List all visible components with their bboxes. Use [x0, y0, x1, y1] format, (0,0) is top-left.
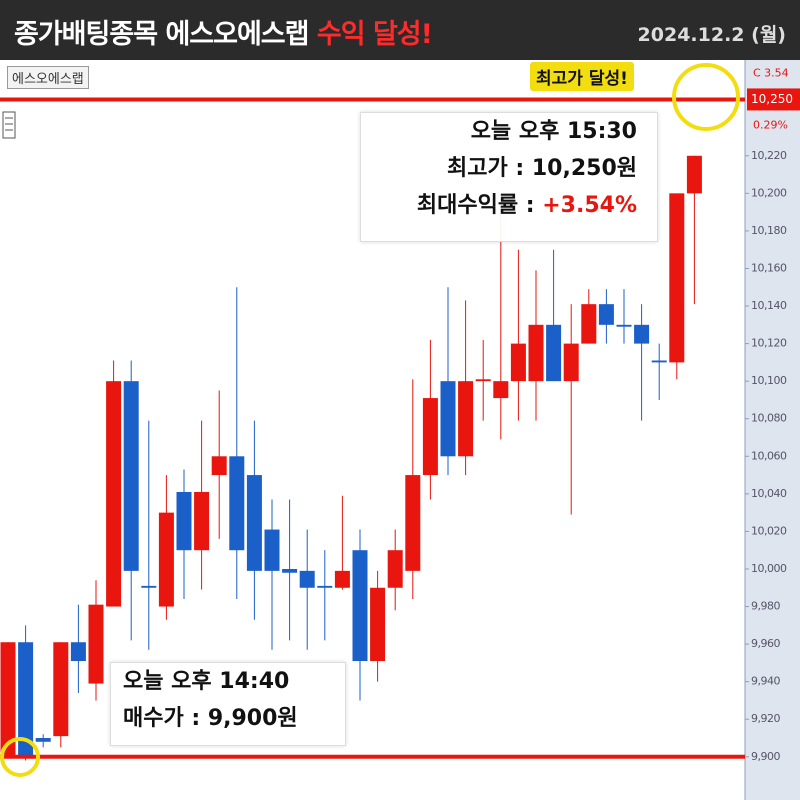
candle-body [18, 642, 34, 757]
sell-price: 최고가 : 10,250원 [447, 156, 637, 181]
header-date: 2024.12.2 (월) [637, 24, 786, 46]
candle-body [123, 381, 139, 571]
buy-note: 오늘 오후 14:40 매수가 : 9,900원 [110, 662, 346, 746]
sell-return: 최대수익률 : +3.54% [361, 187, 657, 224]
highlight-circle [0, 737, 40, 777]
candle-body [282, 568, 298, 573]
candle-body [634, 324, 650, 344]
y-tick-label: 10,180 [751, 224, 787, 237]
candle-body [352, 550, 368, 662]
sell-note: 오늘 오후 15:30 최고가 : 10,250원 최대수익률 : +3.54% [360, 112, 658, 242]
candle-body [317, 585, 333, 588]
candle-body [598, 304, 614, 325]
candle-body [35, 738, 51, 742]
y-tick-label: 10,160 [751, 261, 787, 274]
candle-body [458, 381, 474, 457]
candle-body [370, 587, 386, 662]
title-highlight: 수익 달성! [316, 19, 433, 50]
icon [2, 111, 16, 139]
candle-body [563, 343, 579, 382]
y-tick-label: 9,940 [751, 675, 780, 688]
candle-body [211, 456, 227, 476]
return-label: 최대수익률 : [416, 193, 543, 218]
y-tick-label: 9,980 [751, 600, 780, 613]
candle-body [141, 585, 157, 588]
y-tick-label: 10,120 [751, 337, 787, 350]
candle-body [422, 398, 438, 476]
stock-tab[interactable]: 에스오에스랩 [7, 66, 89, 89]
candle-body [546, 324, 562, 382]
candle-body [651, 360, 667, 363]
y-tick-label: 10,020 [751, 524, 787, 537]
candle-body [334, 570, 350, 588]
candle-body [581, 304, 597, 344]
candle-body [70, 642, 86, 662]
candle-body [158, 512, 174, 607]
candle-body [387, 550, 403, 588]
candle-body [229, 456, 245, 551]
badge: 최고가 달성! [530, 62, 634, 91]
candle-body [264, 529, 280, 571]
price-badge-label: 10,250 [751, 92, 793, 106]
candle-body [510, 343, 526, 382]
y-tick-label: 10,100 [751, 374, 787, 387]
return-value: +3.54% [542, 193, 637, 218]
title-text: 종가배팅종목 에스오에스랩 [14, 19, 309, 50]
y-tick-label: 10,220 [751, 149, 787, 162]
axis-badge-top: C 3.54 [753, 66, 789, 79]
buy-price: 매수가 : 9,900원 [123, 706, 298, 731]
y-tick-label: 10,080 [751, 412, 787, 425]
candle-body [88, 604, 104, 684]
y-tick-label: 9,920 [751, 712, 780, 725]
y-tick-label: 10,040 [751, 487, 787, 500]
candle-body [246, 475, 262, 571]
axis-panel [745, 60, 800, 800]
candle-body [299, 570, 315, 588]
highlight-circle [672, 63, 740, 131]
marks: 9,900 9,920 9,940 9,960 9,980 10,000 10,020 10,… [0, 66, 800, 763]
candle-body [106, 381, 122, 607]
candle-body [176, 491, 192, 551]
candle-body [0, 642, 16, 757]
candle-body [475, 379, 491, 382]
candle-body [616, 324, 632, 327]
candle-body [528, 324, 544, 382]
candle-body [53, 642, 69, 737]
candle-body [440, 381, 456, 457]
buy-time: 오늘 오후 14:40 [123, 669, 290, 694]
candle-body [405, 475, 421, 571]
candle-body [493, 381, 509, 399]
candle-body [194, 491, 210, 551]
y-tick-label: 9,900 [751, 750, 780, 763]
candle-body [669, 193, 685, 363]
header-title: 종가배팅종목 에스오에스랩 수익 달성! [14, 12, 433, 51]
y-tick-label: 10,000 [751, 562, 787, 575]
axis-badge-bottom: 0.29% [753, 118, 788, 131]
y-tick-label: 10,200 [751, 186, 787, 199]
y-tick-label: 9,960 [751, 637, 780, 650]
sell-time: 오늘 오후 15:30 [470, 119, 637, 144]
y-tick-label: 10,140 [751, 299, 787, 312]
candle-body [686, 155, 702, 194]
header: 종가배팅종목 에스오에스랩 수익 달성! 2024.12.2 (월) [0, 0, 800, 60]
y-tick-label: 10,060 [751, 449, 787, 462]
price-badge [747, 88, 800, 111]
